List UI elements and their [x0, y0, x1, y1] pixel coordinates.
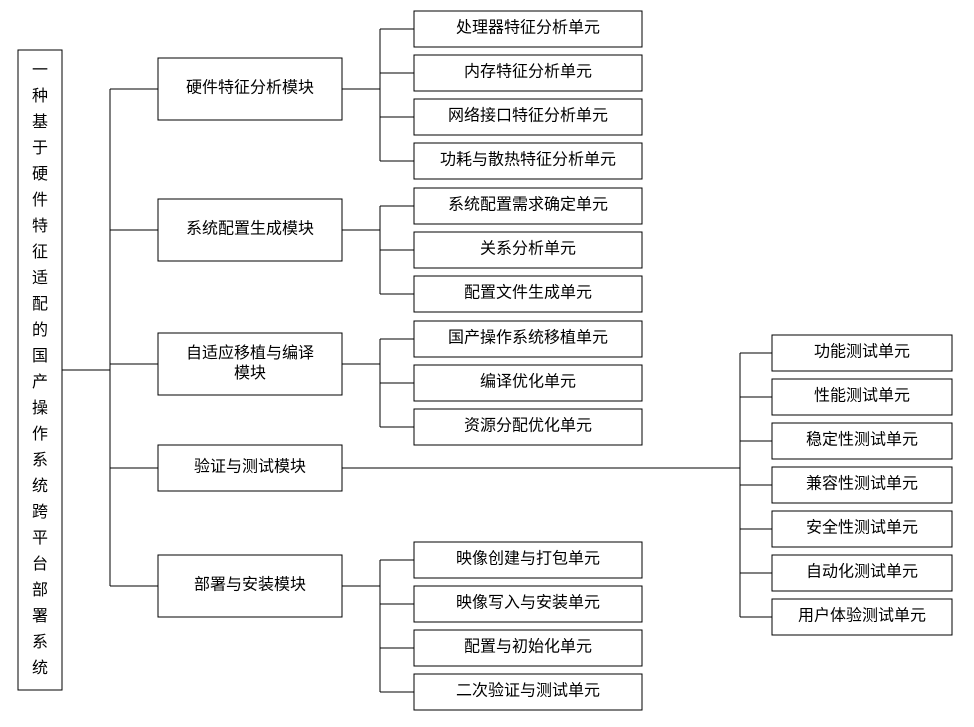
unit-label: 映像创建与打包单元	[456, 550, 600, 568]
unit-label: 关系分析单元	[480, 240, 576, 258]
unit-label: 稳定性测试单元	[806, 431, 918, 449]
unit-label: 配置与初始化单元	[464, 638, 592, 656]
unit-label: 处理器特征分析单元	[456, 19, 600, 37]
unit-label: 自动化测试单元	[806, 563, 918, 581]
unit-label: 编译优化单元	[480, 373, 576, 391]
unit-label: 系统配置需求确定单元	[448, 196, 608, 214]
unit-label: 安全性测试单元	[806, 519, 918, 537]
unit-label: 用户体验测试单元	[798, 607, 926, 625]
unit-label: 配置文件生成单元	[464, 284, 592, 302]
module-label: 验证与测试模块	[194, 458, 306, 476]
unit-label: 资源分配优化单元	[464, 417, 592, 435]
unit-label: 映像写入与安装单元	[456, 594, 600, 612]
unit-label: 兼容性测试单元	[806, 475, 918, 493]
unit-label: 内存特征分析单元	[464, 63, 592, 81]
module-label: 部署与安装模块	[194, 576, 306, 594]
unit-label: 二次验证与测试单元	[456, 682, 600, 700]
unit-label: 国产操作系统移植单元	[448, 329, 608, 347]
unit-label: 功耗与散热特征分析单元	[440, 151, 616, 169]
module-label: 系统配置生成模块	[186, 220, 314, 238]
unit-label: 性能测试单元	[814, 387, 910, 405]
module-label: 硬件特征分析模块	[186, 79, 314, 97]
hierarchy-diagram: 一种基于硬件特征适配的国产操作系统跨平台部署系统硬件特征分析模块系统配置生成模块…	[0, 0, 974, 727]
unit-label: 网络接口特征分析单元	[448, 106, 608, 125]
unit-label: 功能测试单元	[814, 343, 910, 361]
